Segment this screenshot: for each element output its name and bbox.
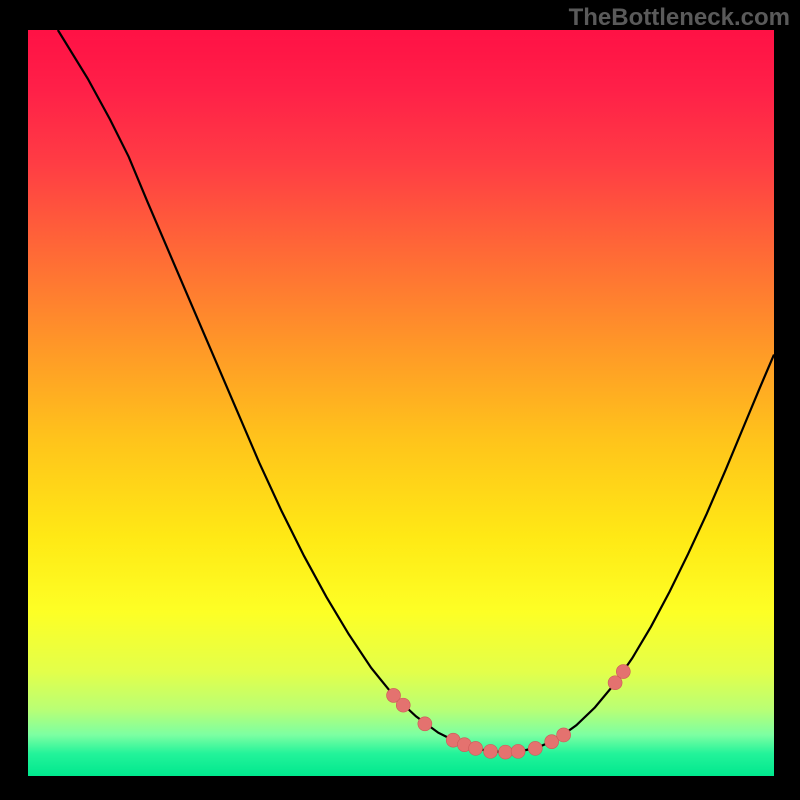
data-marker [616, 665, 630, 679]
watermark-text: TheBottleneck.com [569, 4, 790, 32]
plot-background [28, 30, 774, 776]
chart-svg [0, 0, 800, 800]
data-marker [528, 741, 542, 755]
data-marker [469, 741, 483, 755]
data-marker [396, 698, 410, 712]
data-marker [511, 744, 525, 758]
data-marker [498, 745, 512, 759]
data-marker [418, 717, 432, 731]
chart-container: TheBottleneck.com [0, 0, 800, 800]
data-marker [484, 744, 498, 758]
data-marker [557, 728, 571, 742]
